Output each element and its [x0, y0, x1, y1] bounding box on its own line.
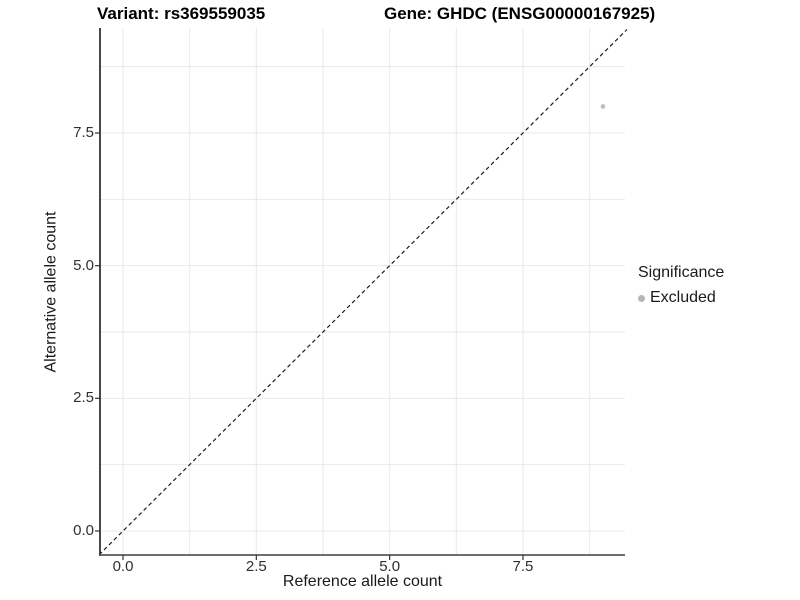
legend-title: Significance [638, 264, 725, 281]
legend-entry-excluded: Excluded [638, 289, 724, 307]
y-tick-label: 5.0 [73, 256, 94, 274]
legend-entry-label: Excluded [650, 289, 716, 306]
y-tick-label: 7.5 [73, 123, 94, 141]
legend: Significance Excluded [638, 264, 724, 307]
y-axis-title-container: Alternative allele count [16, 28, 86, 555]
x-axis-title: Reference allele count [282, 573, 443, 590]
y-axis-title: Alternative allele count [42, 211, 60, 372]
legend-key-dot-icon [638, 294, 645, 302]
y-tick-label: 0.0 [73, 522, 94, 539]
gene-title: Gene: GHDC (ENSG00000167925) [384, 4, 656, 23]
x-tick-label: 2.5 [245, 558, 267, 575]
x-tick-label: 0.0 [112, 558, 134, 575]
variant-title: Variant: rs369559035 [97, 4, 266, 23]
x-tick-label: 5.0 [379, 558, 401, 575]
y-tick-label: 2.5 [73, 389, 94, 407]
x-tick-label: 7.5 [512, 558, 534, 575]
